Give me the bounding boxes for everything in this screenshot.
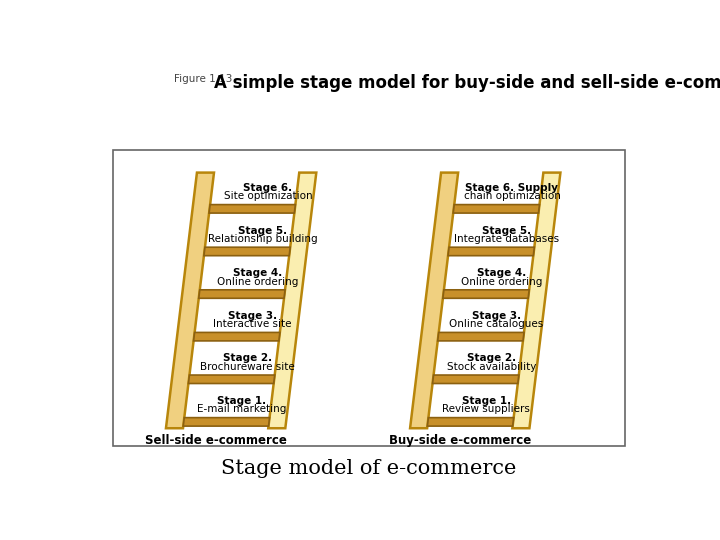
Polygon shape <box>453 205 539 213</box>
Text: Stage 5.: Stage 5. <box>238 226 287 235</box>
Polygon shape <box>199 290 285 298</box>
Polygon shape <box>433 375 519 383</box>
Bar <box>113 150 625 446</box>
Polygon shape <box>166 173 214 428</box>
Text: Integrate databases: Integrate databases <box>454 234 559 244</box>
Text: Stage 4.: Stage 4. <box>477 268 526 278</box>
Text: Sell-side e-commerce: Sell-side e-commerce <box>145 434 287 448</box>
Polygon shape <box>209 205 295 213</box>
Text: Stage 6. Supply: Stage 6. Supply <box>466 183 559 193</box>
Text: Stage 5.: Stage 5. <box>482 226 531 235</box>
Text: Stage 3.: Stage 3. <box>228 310 277 321</box>
Text: Relationship building: Relationship building <box>208 234 318 244</box>
Polygon shape <box>204 247 290 255</box>
Polygon shape <box>410 173 458 428</box>
Text: Stage 2.: Stage 2. <box>222 353 271 363</box>
Polygon shape <box>438 333 524 341</box>
Text: Stage 6.: Stage 6. <box>243 183 292 193</box>
Text: Site optimization: Site optimization <box>223 191 312 201</box>
Text: E-mail marketing: E-mail marketing <box>197 404 287 414</box>
Polygon shape <box>448 247 534 255</box>
Polygon shape <box>184 417 269 426</box>
Polygon shape <box>443 290 529 298</box>
Text: Review suppliers: Review suppliers <box>442 404 530 414</box>
Text: Figure 1.13: Figure 1.13 <box>174 74 232 84</box>
Text: Stage 4.: Stage 4. <box>233 268 282 278</box>
Text: Online ordering: Online ordering <box>461 276 542 287</box>
Text: Stage model of e-commerce: Stage model of e-commerce <box>221 459 517 478</box>
Text: Online catalogues: Online catalogues <box>449 319 544 329</box>
Text: Buy-side e-commerce: Buy-side e-commerce <box>390 434 531 448</box>
Text: Interactive site: Interactive site <box>213 319 292 329</box>
Text: Brochureware site: Brochureware site <box>200 362 294 372</box>
Text: Stage 1.: Stage 1. <box>462 396 510 406</box>
Text: Stage 2.: Stage 2. <box>467 353 516 363</box>
Text: Online ordering: Online ordering <box>217 276 298 287</box>
Polygon shape <box>189 375 275 383</box>
Polygon shape <box>194 333 280 341</box>
Text: Stock availability: Stock availability <box>446 362 536 372</box>
Polygon shape <box>513 173 560 428</box>
Text: Stage 3.: Stage 3. <box>472 310 521 321</box>
Polygon shape <box>428 417 513 426</box>
Text: A simple stage model for buy-side and sell-side e-commerce: A simple stage model for buy-side and se… <box>214 74 720 92</box>
Polygon shape <box>269 173 316 428</box>
Text: Stage 1.: Stage 1. <box>217 396 266 406</box>
Text: chain optimization: chain optimization <box>464 191 560 201</box>
